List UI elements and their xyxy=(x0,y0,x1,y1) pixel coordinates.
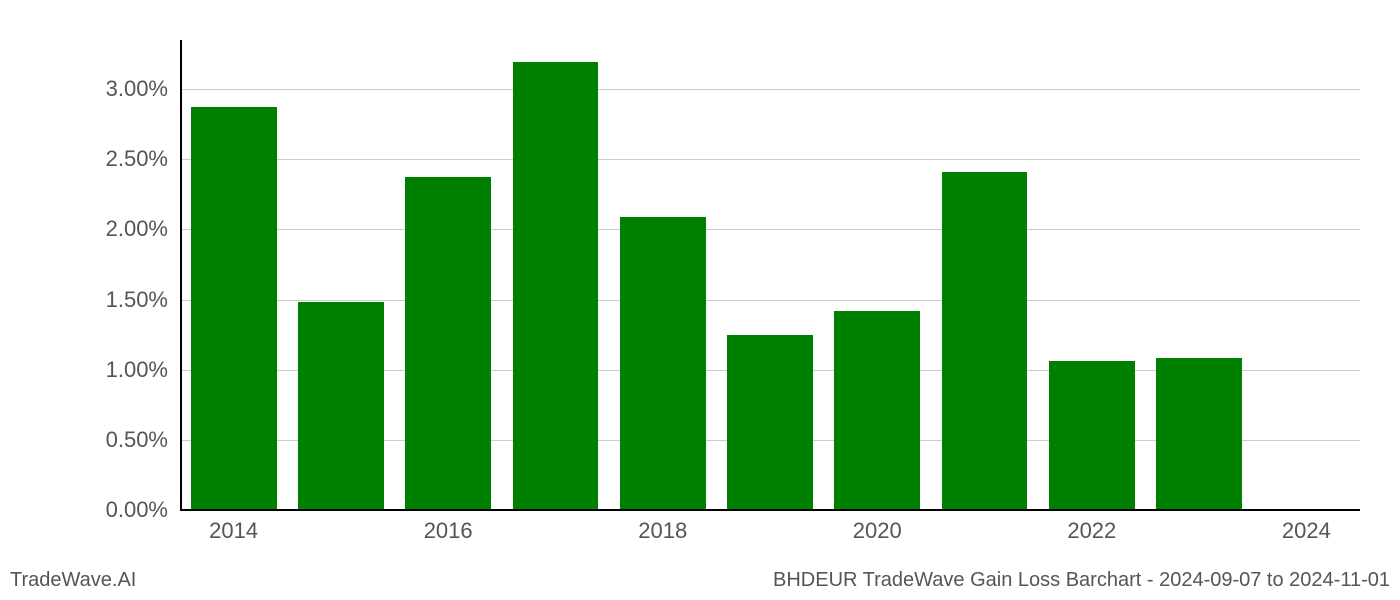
bar xyxy=(620,217,706,510)
x-tick-label: 2020 xyxy=(837,518,917,544)
y-tick-label: 2.00% xyxy=(106,216,168,242)
bar xyxy=(513,62,599,510)
footer-left-text: TradeWave.AI xyxy=(10,569,136,592)
y-axis-line xyxy=(180,40,182,510)
x-tick-label: 2024 xyxy=(1266,518,1346,544)
bar xyxy=(1049,361,1135,510)
y-tick-label: 0.50% xyxy=(106,427,168,453)
x-tick-label: 2016 xyxy=(408,518,488,544)
x-tick-label: 2014 xyxy=(194,518,274,544)
bar xyxy=(1156,358,1242,510)
bar xyxy=(727,335,813,510)
gridline xyxy=(180,159,1360,160)
y-tick-label: 0.00% xyxy=(106,497,168,523)
y-tick-label: 3.00% xyxy=(106,76,168,102)
gridline xyxy=(180,229,1360,230)
y-tick-label: 2.50% xyxy=(106,146,168,172)
bar xyxy=(298,302,384,510)
bar xyxy=(942,172,1028,510)
bar xyxy=(834,311,920,510)
plot-area xyxy=(180,40,1360,510)
x-tick-label: 2022 xyxy=(1052,518,1132,544)
footer-right-text: BHDEUR TradeWave Gain Loss Barchart - 20… xyxy=(773,569,1390,592)
bar xyxy=(191,107,277,510)
x-axis-line xyxy=(180,509,1360,511)
y-tick-label: 1.50% xyxy=(106,287,168,313)
gridline xyxy=(180,300,1360,301)
y-tick-label: 1.00% xyxy=(106,357,168,383)
x-tick-label: 2018 xyxy=(623,518,703,544)
gridline xyxy=(180,89,1360,90)
bar xyxy=(405,177,491,510)
chart-container: TradeWave.AI BHDEUR TradeWave Gain Loss … xyxy=(0,0,1400,600)
